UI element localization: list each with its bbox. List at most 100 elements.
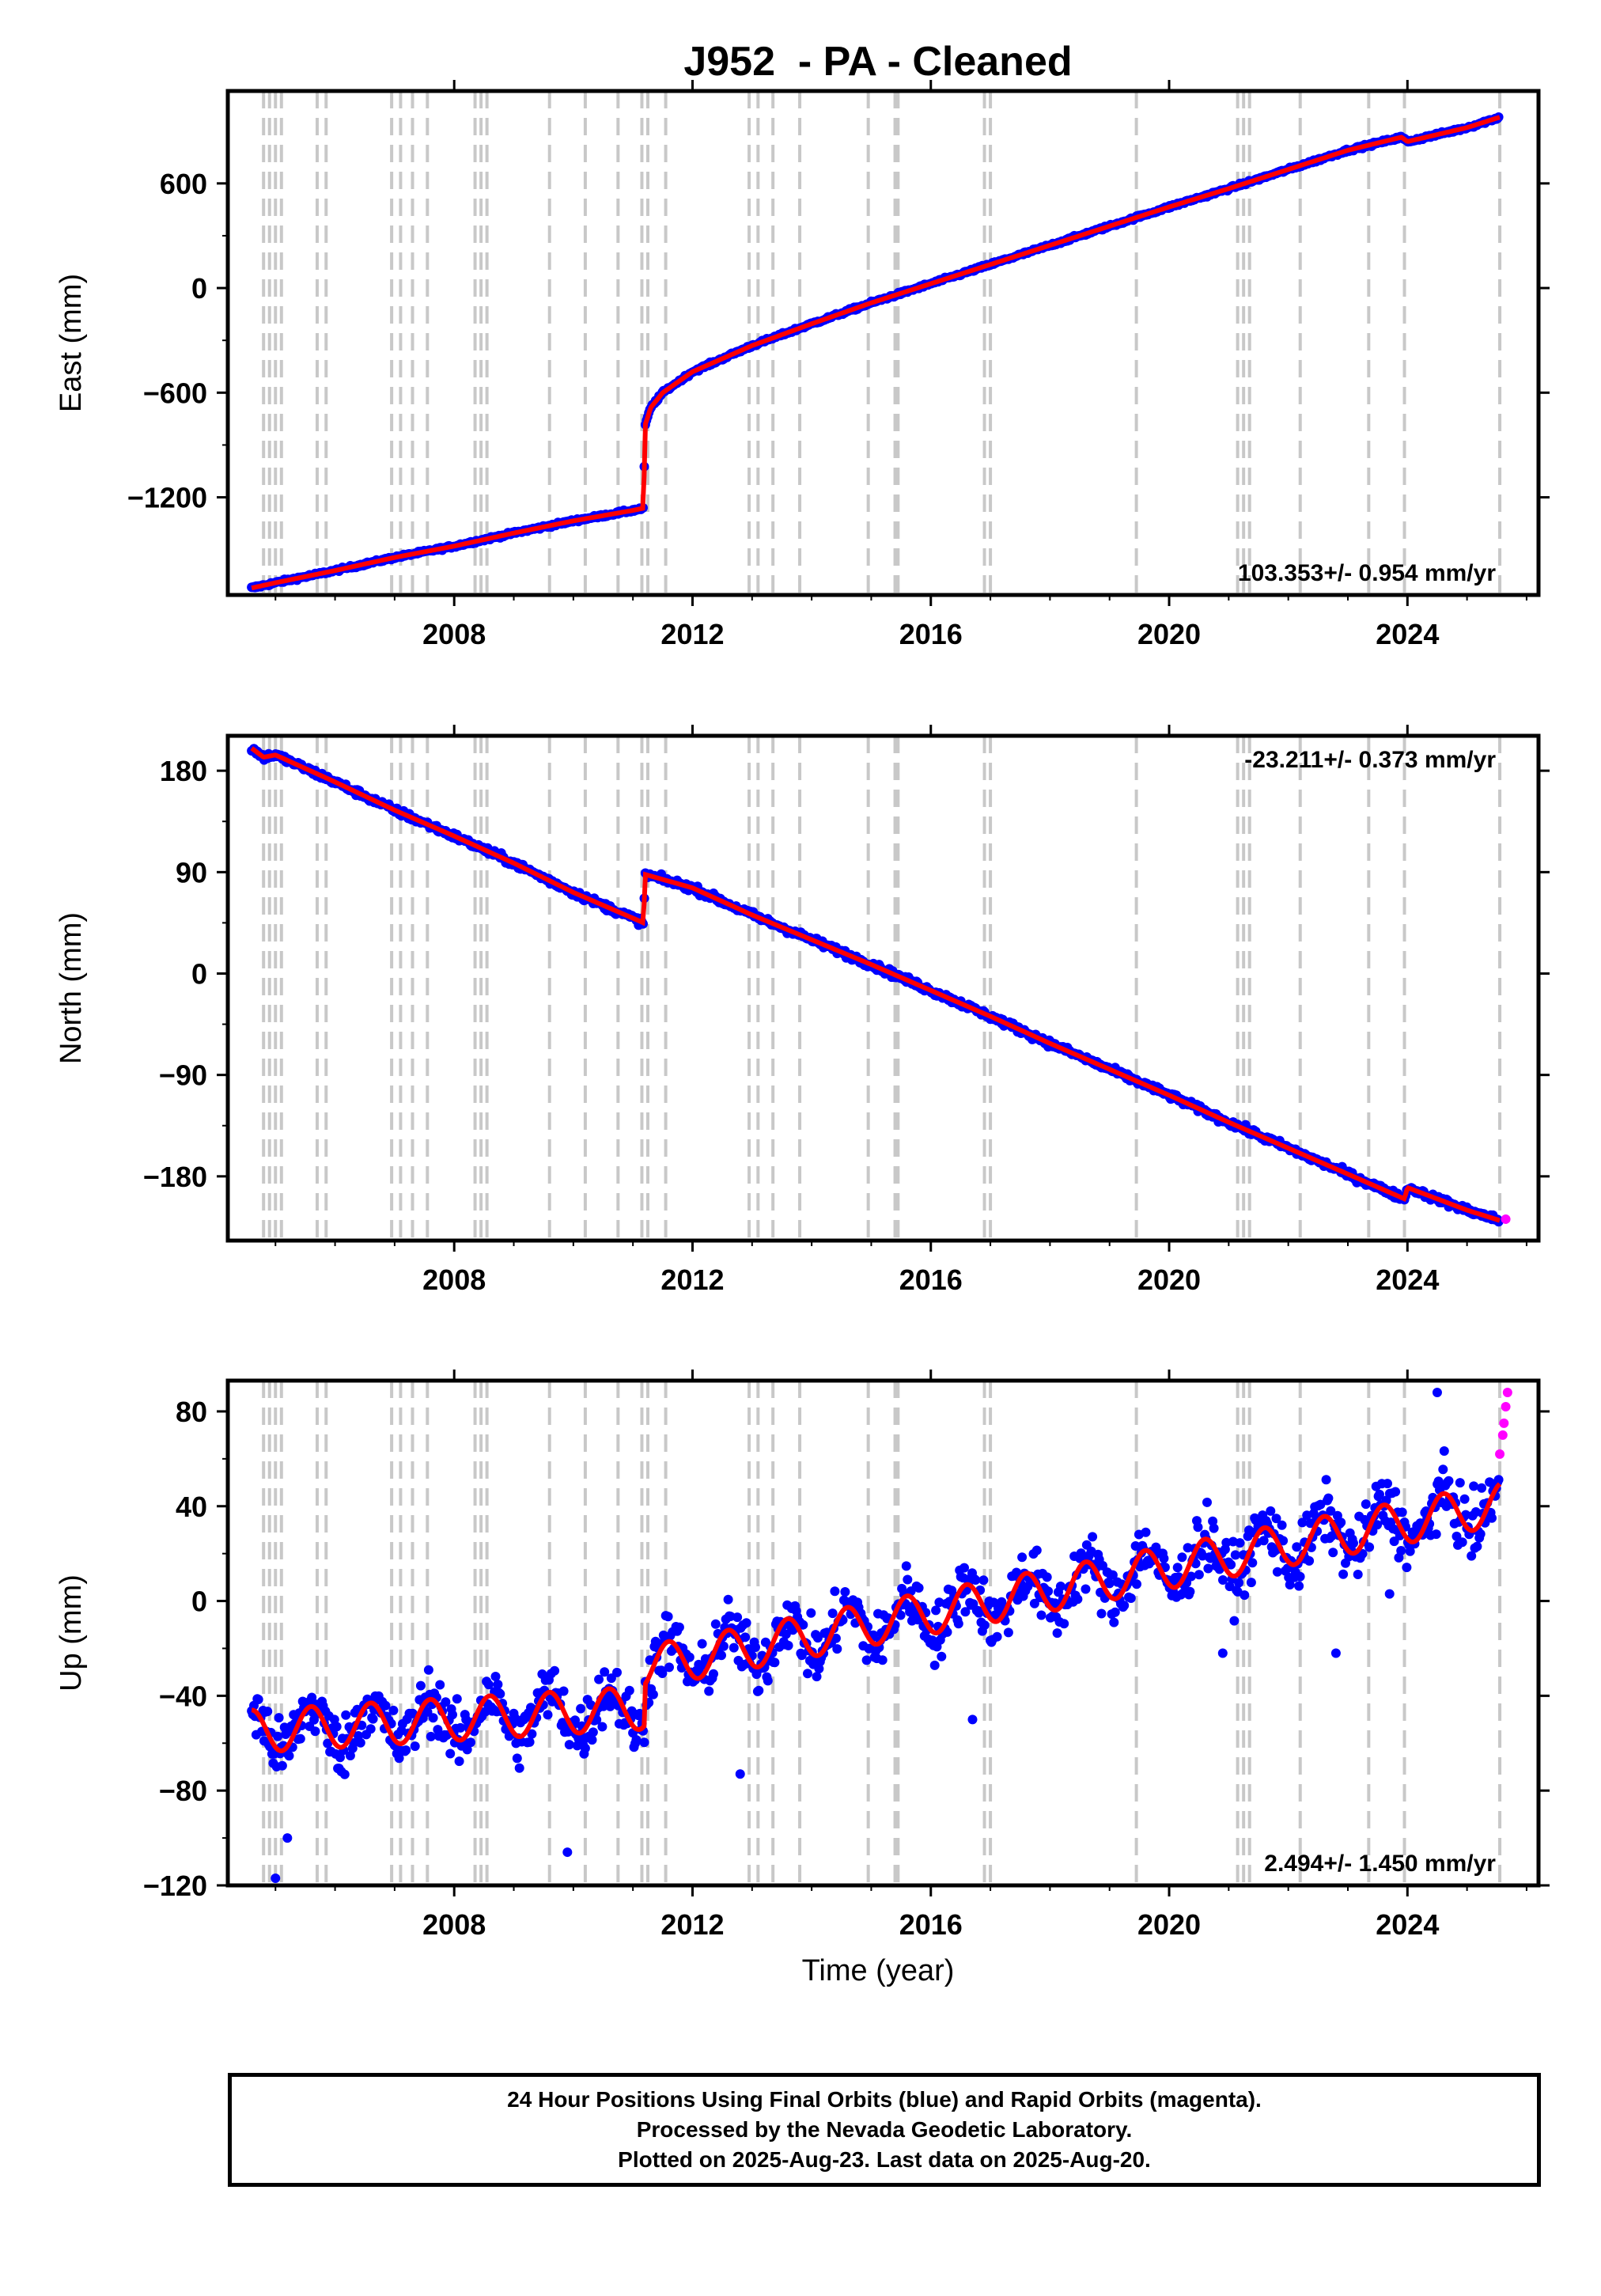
rapid-point	[1497, 1430, 1508, 1440]
data-point	[1439, 1446, 1449, 1456]
data-point	[1043, 1586, 1054, 1597]
data-point	[1132, 1579, 1141, 1589]
data-point	[428, 1713, 438, 1723]
outlier-point	[1384, 1589, 1395, 1599]
data-point	[323, 1738, 333, 1749]
data-point	[1258, 1536, 1269, 1546]
data-point	[895, 1610, 906, 1620]
data-point	[1326, 1506, 1336, 1516]
rate-label-north: -23.211+/- 0.373 mm/yr	[1244, 747, 1496, 773]
x-tick-label: 2020	[1137, 1908, 1201, 1941]
data-point	[1193, 1522, 1203, 1533]
data-point	[1266, 1506, 1276, 1516]
data-point	[717, 1650, 726, 1661]
plot-area-up	[247, 1381, 1512, 1885]
x-tick-label: 2016	[899, 1264, 963, 1296]
data-point	[273, 1731, 283, 1741]
data-point	[832, 1644, 842, 1654]
data-point	[1240, 1590, 1250, 1601]
outlier-point	[271, 1874, 281, 1884]
data-point	[426, 1731, 436, 1741]
data-point	[1081, 1584, 1091, 1594]
data-point	[1451, 1531, 1462, 1541]
data-point	[797, 1650, 807, 1661]
data-point	[380, 1700, 391, 1711]
data-point	[1055, 1582, 1065, 1591]
data-point	[1159, 1553, 1169, 1563]
x-tick-label: 2016	[899, 1908, 963, 1941]
y-axis-label-north: North (mm)	[55, 912, 88, 1064]
data-point	[1218, 1575, 1228, 1585]
y-tick-label: 80	[176, 1396, 207, 1428]
data-point	[456, 1722, 466, 1733]
data-point	[709, 1669, 718, 1679]
data-point	[1402, 1563, 1412, 1573]
data-point	[580, 1743, 590, 1753]
data-point	[1444, 1476, 1454, 1486]
data-point	[974, 1608, 984, 1618]
data-point	[798, 1620, 808, 1630]
data-point	[423, 1665, 433, 1675]
data-point	[697, 1639, 707, 1649]
data-point	[1338, 1569, 1349, 1579]
data-point	[1472, 1541, 1482, 1552]
data-point	[663, 1612, 673, 1622]
data-point	[718, 1641, 729, 1651]
y-tick-label: −40	[159, 1680, 207, 1712]
data-point	[931, 1605, 941, 1616]
data-point	[295, 1733, 305, 1744]
data-point	[454, 1756, 464, 1767]
data-point	[1278, 1536, 1289, 1546]
data-point	[1177, 1552, 1187, 1563]
panel-north: 180 90 0 −90 −180 2008 2012 2016 2020 2024 North (…	[55, 725, 1550, 1296]
data-point	[877, 1655, 888, 1665]
data-point	[1271, 1514, 1281, 1524]
data-point	[1361, 1499, 1371, 1510]
data-point	[1209, 1523, 1219, 1533]
rapid-point	[1499, 1418, 1509, 1428]
data-point	[1003, 1627, 1013, 1638]
data-point	[901, 1561, 911, 1571]
x-tick-label: 2020	[1137, 1264, 1201, 1296]
panel-up: 80 40 0 −40 −80 −120 2008 2012 2016 2020 2024 Up (m…	[55, 1370, 1550, 1941]
data-point	[831, 1633, 841, 1643]
data-point	[914, 1583, 924, 1593]
data-point	[1246, 1578, 1256, 1588]
data-point	[277, 1760, 287, 1771]
data-point	[558, 1686, 569, 1696]
data-point	[803, 1669, 812, 1679]
final-points-east	[247, 112, 1504, 593]
data-point	[1349, 1538, 1358, 1548]
data-point	[1109, 1617, 1119, 1627]
data-point	[527, 1729, 537, 1739]
data-point	[307, 1692, 317, 1703]
plot-area-north	[247, 736, 1511, 1241]
data-point	[937, 1651, 947, 1661]
data-point	[462, 1745, 472, 1755]
data-point	[1396, 1546, 1406, 1555]
data-point	[1277, 1520, 1287, 1530]
data-point	[1323, 1493, 1334, 1503]
data-point	[770, 1658, 780, 1668]
data-point	[407, 1708, 418, 1718]
final-points-up	[247, 1446, 1504, 1779]
data-point	[1017, 1552, 1028, 1563]
data-point	[592, 1714, 602, 1725]
data-point	[960, 1607, 971, 1617]
data-point	[576, 1703, 586, 1714]
rate-label-up: 2.494+/- 1.450 mm/yr	[1264, 1851, 1496, 1877]
data-point	[341, 1710, 351, 1720]
data-point	[495, 1689, 505, 1699]
y-tick-label: 0	[191, 1586, 207, 1618]
data-point	[979, 1620, 990, 1631]
data-point	[1172, 1563, 1183, 1573]
data-point	[588, 1727, 598, 1737]
data-point	[978, 1575, 989, 1586]
x-tick-label: 2008	[422, 1908, 486, 1941]
data-point	[452, 1694, 462, 1704]
x-tick-label: 2012	[660, 1908, 724, 1941]
data-point	[639, 1737, 649, 1748]
data-point	[1230, 1550, 1240, 1560]
data-point	[741, 1618, 751, 1628]
data-point	[1328, 1548, 1338, 1558]
